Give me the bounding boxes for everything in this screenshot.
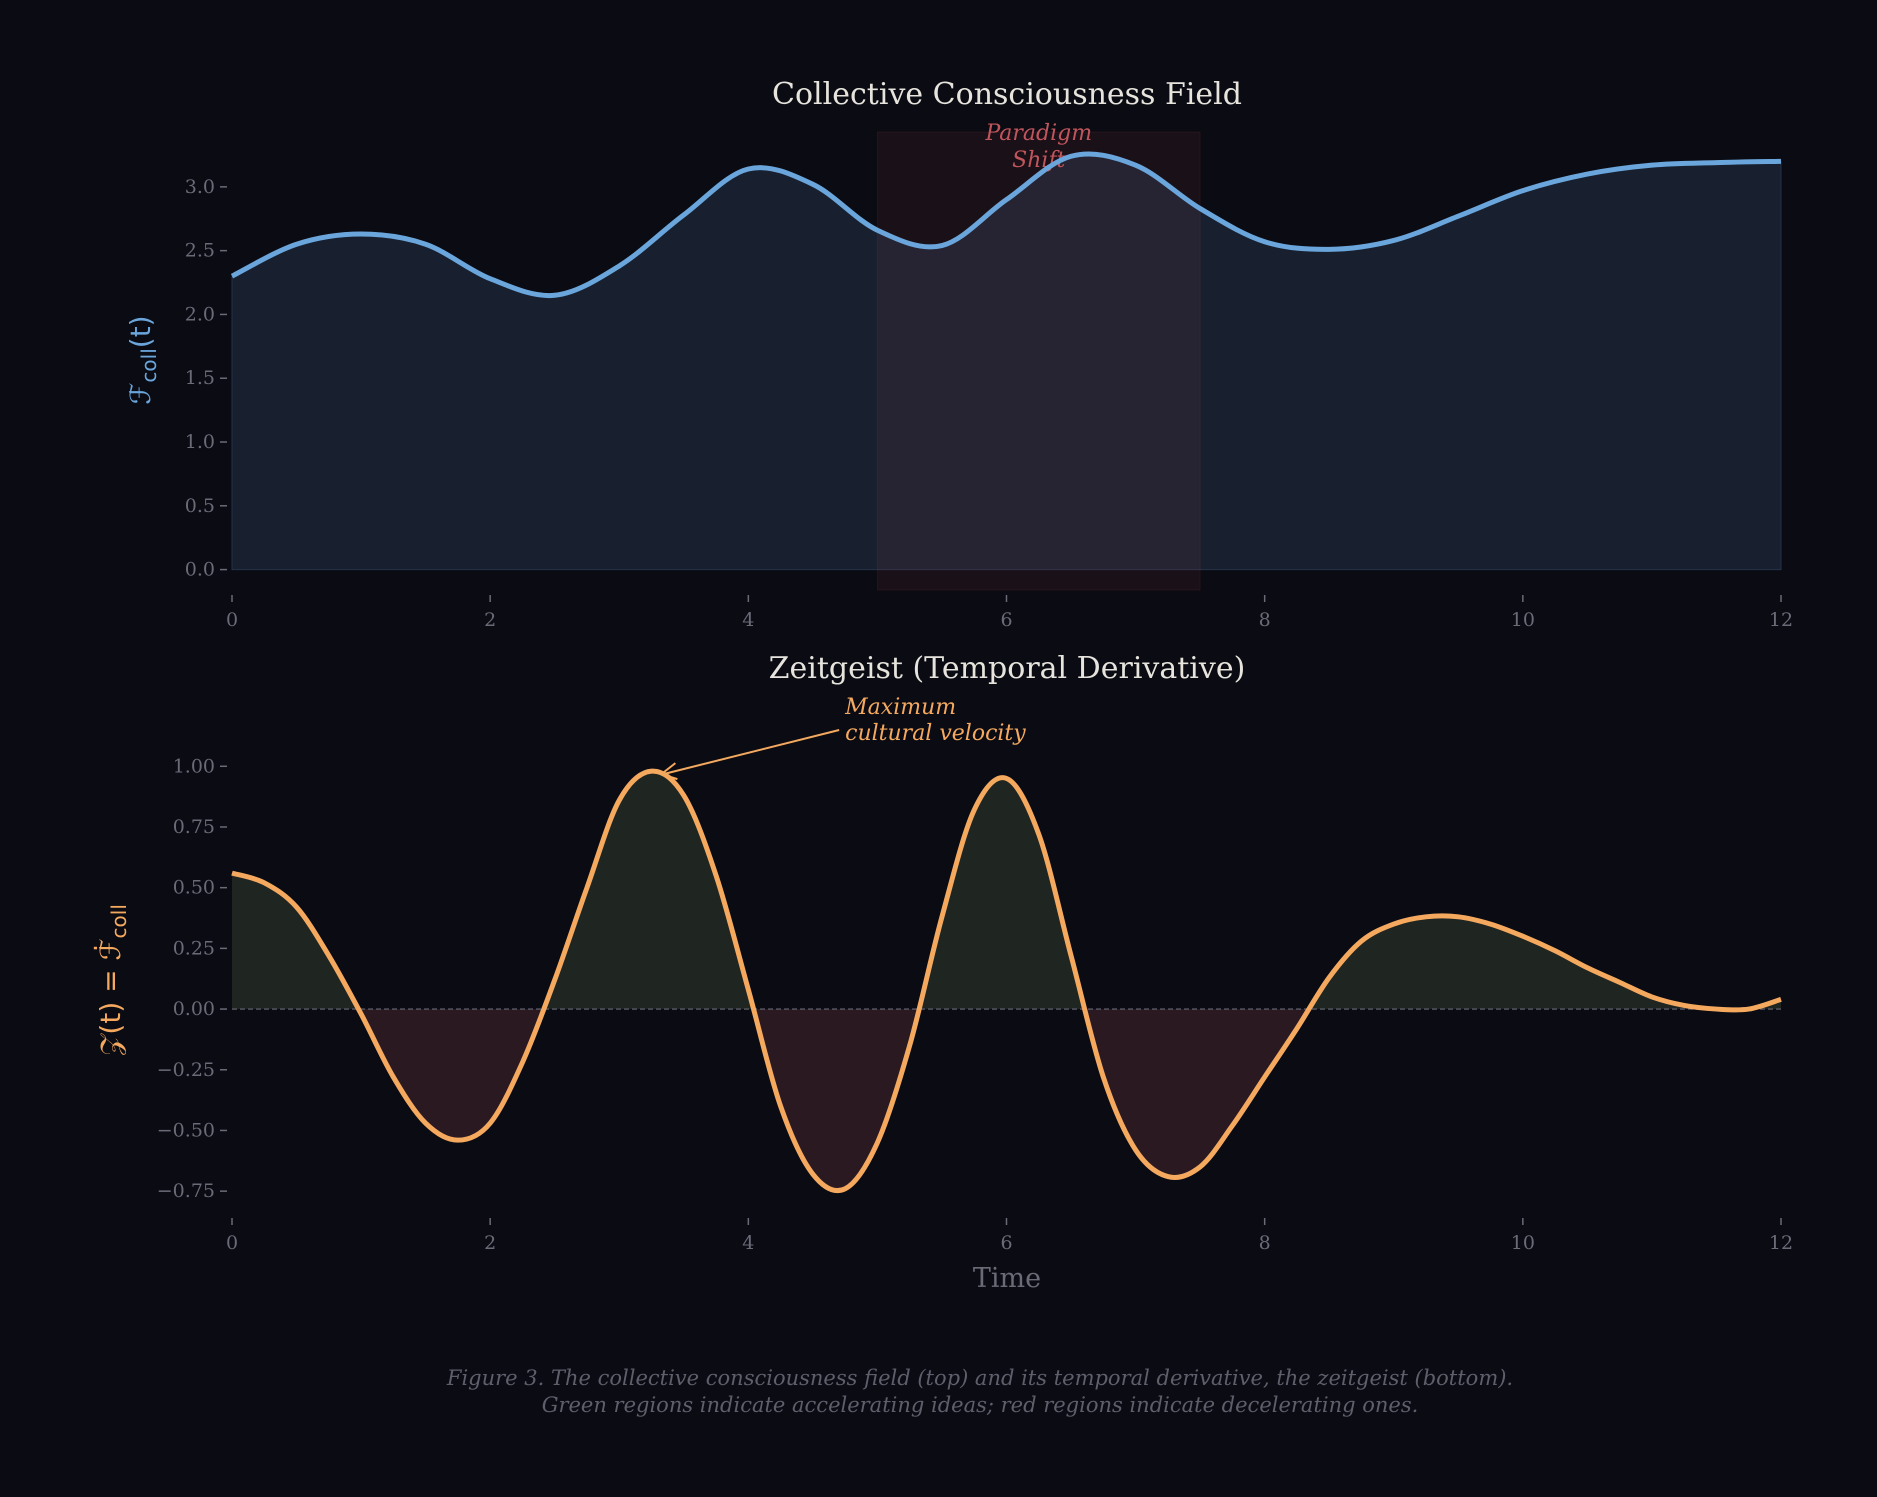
- x-tick-label: 0: [226, 609, 238, 631]
- y-label-sub: coll: [137, 348, 161, 382]
- zeitgeist-line: [231, 768, 1782, 1194]
- field-line: [230, 151, 1782, 299]
- caption-line-2: Green regions indicate accelerating idea…: [542, 1393, 1419, 1417]
- y-axis-label: 𝒵(t) = ℱ̇coll: [93, 904, 131, 1056]
- y-axis-label: ℱcoll(t): [124, 315, 161, 404]
- y-tick-label: −0.25: [157, 1059, 215, 1081]
- x-tick-label: 6: [1000, 1232, 1012, 1254]
- caption-line-1: Figure 3. The collective consciousness f…: [446, 1366, 1513, 1390]
- y-label-main: ℱ: [124, 383, 157, 405]
- y-tick-label: 0.00: [173, 998, 215, 1020]
- bottom-panel-zeitgeist: −0.75 −0.50 −0.25 0.00 0.25 0.50 0.75 1.00 0 2 4 6 8…: [93, 651, 1793, 1294]
- y-tick-label: −0.50: [157, 1119, 215, 1141]
- paradigm-shift-label-line-1: Paradigm: [984, 121, 1092, 146]
- x-tick-label: 4: [742, 609, 754, 631]
- arrowhead-icon: [659, 762, 678, 781]
- y-tick-label: −0.75: [157, 1180, 215, 1202]
- y-label-sub: coll: [107, 904, 131, 938]
- x-tick-label: 8: [1259, 609, 1271, 631]
- y-tick-label: 0.0: [185, 559, 215, 581]
- decelerating-fill: [358, 1009, 1749, 1191]
- y-tick-label: 0.5: [185, 495, 215, 517]
- x-tick-label: 12: [1769, 609, 1793, 631]
- y-tick-label: 0.75: [173, 816, 215, 838]
- y-tick-label: 3.0: [185, 176, 215, 198]
- y-tick-label: 2.5: [185, 240, 215, 262]
- x-tick-label: 4: [742, 1232, 754, 1254]
- panel-title: Collective Consciousness Field: [772, 77, 1242, 112]
- x-tick-label: 6: [1000, 609, 1012, 631]
- y-tick-label: 1.0: [185, 431, 215, 453]
- y-tick-label: 2.0: [185, 303, 215, 325]
- x-tick-label: 10: [1511, 1232, 1535, 1254]
- annotation-line-2: cultural velocity: [845, 721, 1026, 746]
- accelerating-fill: [232, 771, 1781, 1010]
- x-tick-label: 10: [1511, 609, 1535, 631]
- panel-title: Zeitgeist (Temporal Derivative): [769, 651, 1246, 686]
- x-tick-label: 8: [1259, 1232, 1271, 1254]
- x-tick-label: 2: [484, 609, 496, 631]
- y-label-main: 𝒵(t) = ℱ̇: [93, 938, 127, 1055]
- x-tick-label: 2: [484, 1232, 496, 1254]
- x-axis-label: Time: [973, 1263, 1041, 1294]
- y-tick-label: 0.25: [173, 937, 215, 959]
- y-label-tail: (t): [124, 315, 157, 348]
- paradigm-shift-region: [876, 131, 1201, 591]
- y-tick-label: 1.5: [185, 367, 215, 389]
- x-tick-label: 12: [1769, 1232, 1793, 1254]
- annotation-arrow: [663, 729, 840, 776]
- annotation-line-1: Maximum: [844, 695, 956, 720]
- y-tick-label: 1.00: [173, 755, 215, 777]
- x-tick-label: 0: [226, 1232, 238, 1254]
- y-tick-label: 0.50: [173, 877, 215, 899]
